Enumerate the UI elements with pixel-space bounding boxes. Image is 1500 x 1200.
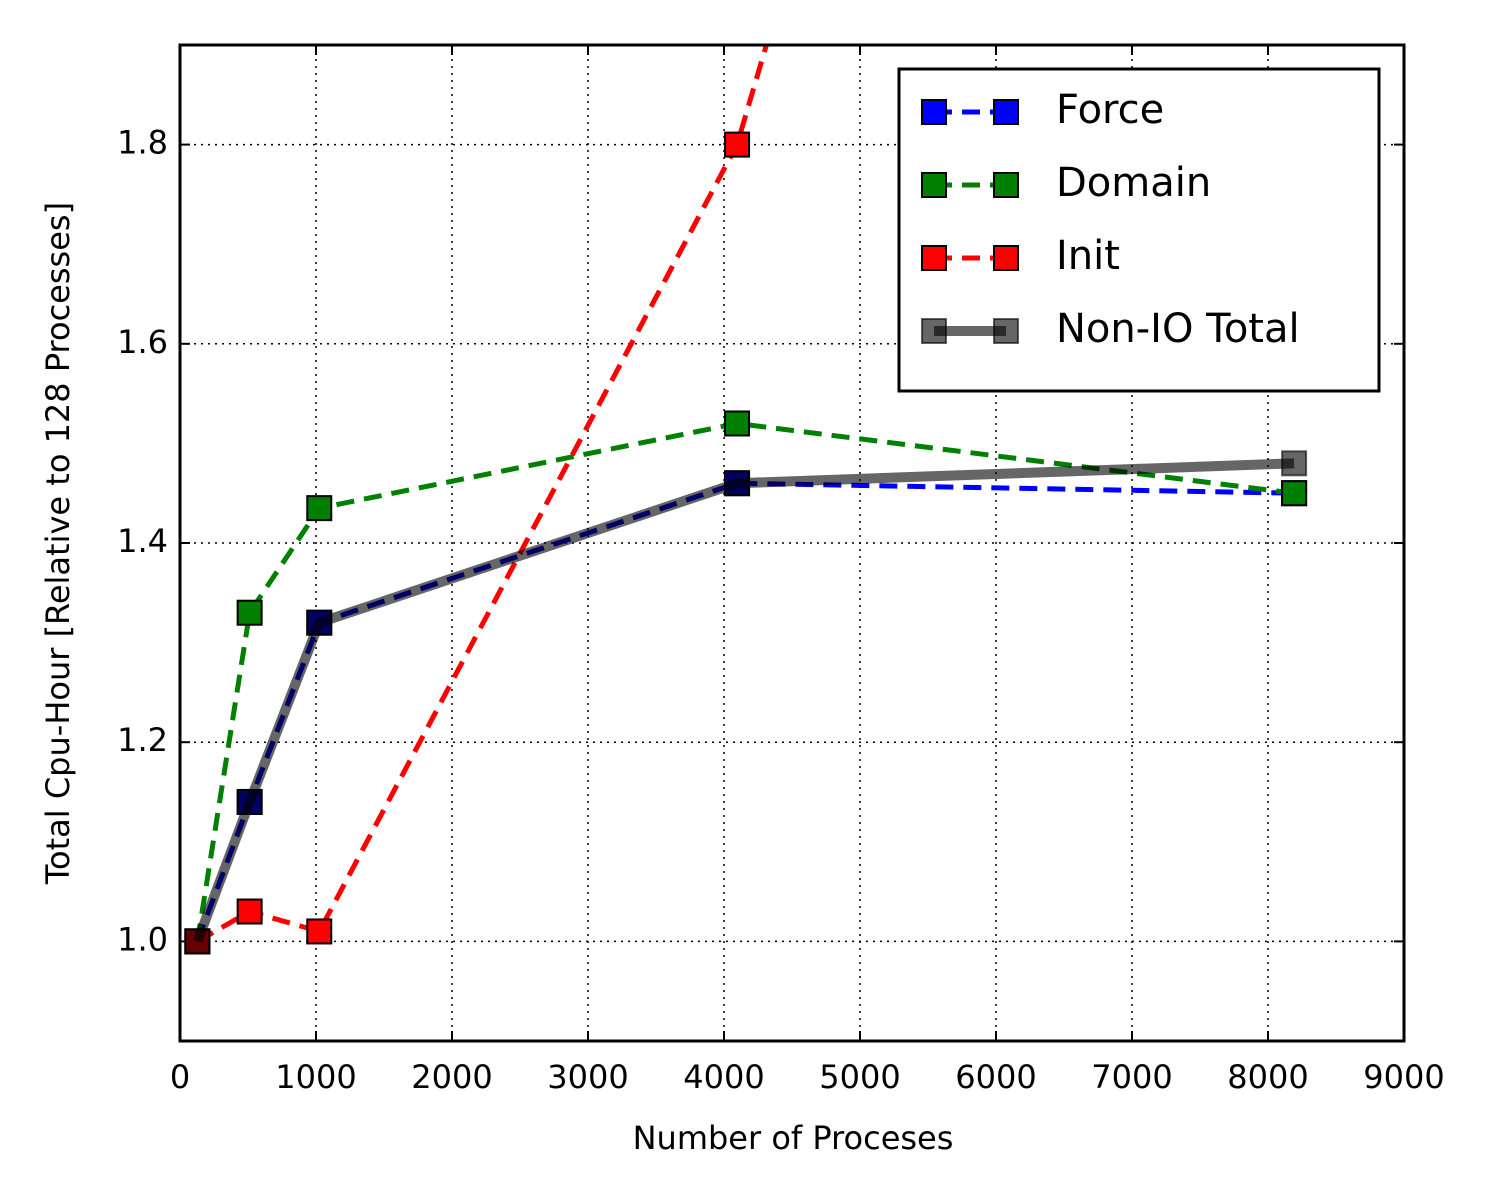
series-line (192, 458, 1295, 944)
data-point (306, 918, 333, 945)
y-axis-label: Total Cpu-Hour [Relative to 128 Processe… (39, 202, 77, 885)
data-point (236, 898, 263, 925)
legend-label: Non-IO Total (1056, 306, 1300, 352)
x-tick-label: 3000 (547, 1058, 628, 1096)
plot-area (184, 45, 1308, 955)
x-tick-label: 2000 (411, 1058, 492, 1096)
legend-marker (993, 172, 1019, 198)
legend-marker (921, 99, 947, 125)
x-tick-label: 5000 (819, 1058, 900, 1096)
data-point (236, 599, 263, 626)
series-line (195, 480, 1295, 943)
x-tick-label: 4000 (683, 1058, 764, 1096)
y-tick-label: 1.4 (117, 522, 168, 560)
x-tick-label: 0 (170, 1058, 190, 1096)
y-tick-label: 1.8 (117, 124, 168, 162)
data-point (306, 495, 333, 522)
data-point (184, 928, 211, 955)
y-tick-label: 1.2 (117, 721, 168, 759)
legend-label: Init (1056, 233, 1120, 279)
x-axis-label: Number of Proceses (633, 1119, 954, 1157)
legend-marker (993, 99, 1019, 125)
legend-marker (993, 245, 1019, 271)
series-line (196, 45, 769, 944)
y-tick-label: 1.0 (117, 920, 168, 958)
series-line (194, 420, 1295, 942)
legend-marker (921, 245, 947, 271)
legend-label: Force (1056, 87, 1164, 133)
plot-frame (178, 43, 1406, 1043)
x-tick-label: 9000 (1363, 1058, 1444, 1096)
legend-marker (921, 172, 947, 198)
legend-box (897, 67, 1381, 393)
x-tick-label: 8000 (1227, 1058, 1308, 1096)
x-tick-label: 7000 (1091, 1058, 1172, 1096)
data-point (724, 131, 751, 158)
legend-label: Domain (1056, 160, 1211, 206)
y-tick-label: 1.6 (117, 323, 168, 361)
x-tick-label: 6000 (955, 1058, 1036, 1096)
legend-marker (993, 318, 1019, 344)
data-point (724, 410, 751, 437)
legend-marker (921, 318, 947, 344)
data-point (1281, 480, 1308, 507)
data-point (1281, 450, 1308, 477)
data-point (306, 609, 333, 636)
data-point (724, 470, 751, 497)
data-point (236, 788, 263, 815)
x-tick-label: 1000 (275, 1058, 356, 1096)
